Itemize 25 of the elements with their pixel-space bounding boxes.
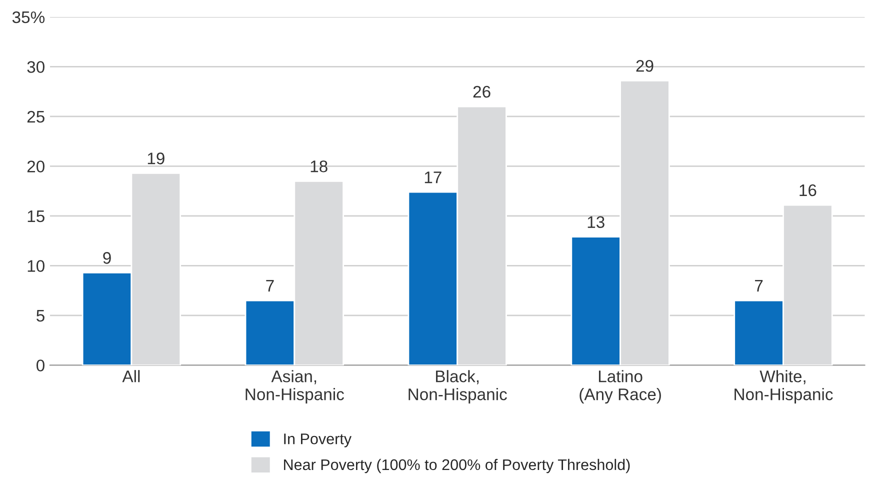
data-label: 26 [473,86,490,98]
x-tick-label: Latino (Any Race) [580,370,661,404]
legend-label: In Poverty [284,434,352,448]
x-tick-label: Black, Non-Hispanic [408,370,507,404]
data-label: 19 [148,152,164,164]
x-tick-label: Asian, Non-Hispanic [246,370,344,404]
y-tick-label: 10 [28,260,44,272]
x-tick-label: All [122,370,140,382]
data-label: 7 [266,280,274,292]
data-label: 18 [310,160,328,172]
data-label: 7 [755,280,763,292]
y-tick-label: 30 [27,61,44,73]
data-label: 29 [636,60,654,72]
legend-label: Near Poverty (100% to 200% of Poverty Threshold) [284,458,630,474]
data-label: 17 [424,172,442,184]
y-tick-label: 0 [36,360,44,372]
y-tick-label: 25 [27,110,44,123]
y-tick-label: 15 [28,210,44,222]
data-label: 13 [588,216,604,228]
x-tick-label: White, Non-Hispanic [734,370,833,404]
y-tick-label: 35% [12,11,45,24]
y-tick-label: 5 [36,310,44,322]
data-label: 16 [800,184,816,196]
y-tick-label: 20 [27,160,44,172]
data-label: 9 [103,252,111,264]
